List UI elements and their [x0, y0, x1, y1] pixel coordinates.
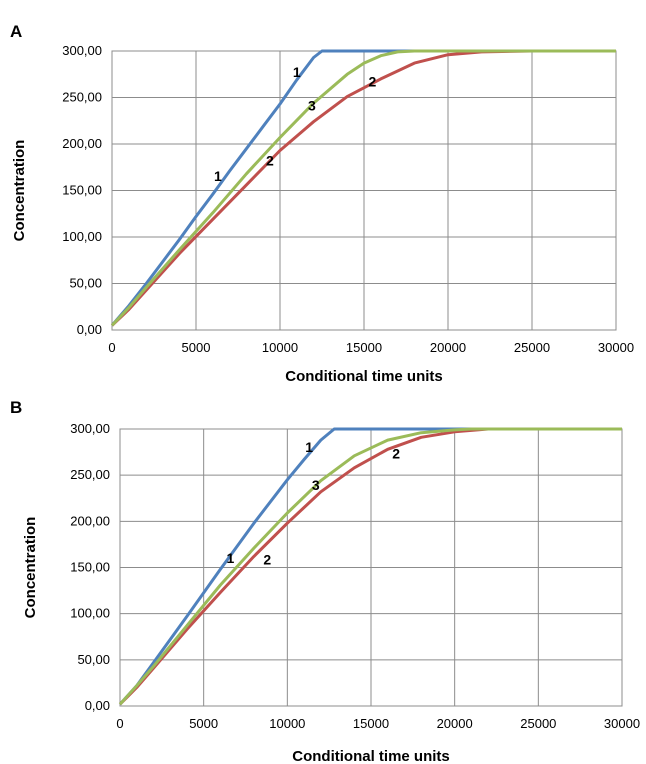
x-tick-label: 10000	[269, 716, 305, 731]
curve-label: 3	[312, 477, 320, 493]
y-tick-label: 200,00	[62, 136, 102, 151]
curve-label: 1	[305, 439, 313, 455]
y-axis-title: Concentration	[11, 140, 28, 242]
x-tick-label: 20000	[437, 716, 473, 731]
series-line-3	[118, 427, 622, 706]
x-tick-label: 30000	[598, 340, 634, 355]
y-tick-label: 50,00	[77, 652, 110, 667]
x-axis-title: Conditional time units	[285, 368, 443, 385]
y-tick-label: 50,00	[69, 276, 102, 291]
y-tick-label: 0,00	[77, 322, 102, 337]
x-tick-label: 15000	[353, 716, 389, 731]
curve-label: 2	[266, 152, 274, 168]
x-tick-label: 15000	[346, 340, 382, 355]
y-tick-label: 200,00	[70, 513, 110, 528]
x-tick-label: 25000	[520, 716, 556, 731]
panel-label: A	[10, 22, 23, 41]
series-line-3	[110, 49, 616, 327]
curve-label: 3	[308, 98, 316, 114]
curve-label: 1	[293, 64, 301, 80]
y-axis-title: Concentration	[22, 517, 39, 619]
series-line-2	[110, 49, 616, 327]
x-tick-label: 5000	[189, 716, 218, 731]
x-tick-label: 0	[108, 340, 115, 355]
panel-label: B	[10, 398, 23, 417]
y-tick-label: 100,00	[70, 606, 110, 621]
curve-label: 1	[227, 550, 235, 566]
x-axis-title: Conditional time units	[292, 748, 450, 764]
x-tick-label: 0	[116, 716, 123, 731]
x-tick-label: 25000	[514, 340, 550, 355]
y-tick-label: 0,00	[85, 698, 110, 713]
curve-label: 2	[263, 552, 271, 568]
chart-b-svg: 0,00 50,00 100,00 150,00 200,00 250,00 300,00 0…	[22, 421, 640, 764]
y-tick-label: 250,00	[70, 467, 110, 482]
x-tick-label: 10000	[262, 340, 298, 355]
y-tick-label: 300,00	[70, 421, 110, 436]
x-tick-label: 5000	[182, 340, 211, 355]
y-tick-label: 100,00	[62, 229, 102, 244]
x-tick-label: 30000	[604, 716, 640, 731]
y-tick-label: 150,00	[70, 560, 110, 575]
y-tick-label: 300,00	[62, 43, 102, 58]
series-line-1	[118, 427, 622, 706]
y-tick-label: 250,00	[62, 90, 102, 105]
x-tick-label: 20000	[430, 340, 466, 355]
curve-label: 2	[392, 446, 400, 462]
chart-panel-b: B 0,00 50,00 100,00 150,00 200,00 250,00 300,0…	[0, 388, 646, 764]
curve-label: 1	[214, 168, 222, 184]
y-tick-label: 150,00	[62, 183, 102, 198]
chart-a-svg: 0,00 50,00 100,00 150,00 200,00 250,00 300,00 0…	[11, 43, 634, 385]
series-line-1	[110, 49, 616, 327]
chart-panel-a: A 0,00 50,00 100,00 150,00 200,00 250,00 300,0…	[10, 22, 634, 385]
curve-label: 2	[369, 73, 377, 89]
